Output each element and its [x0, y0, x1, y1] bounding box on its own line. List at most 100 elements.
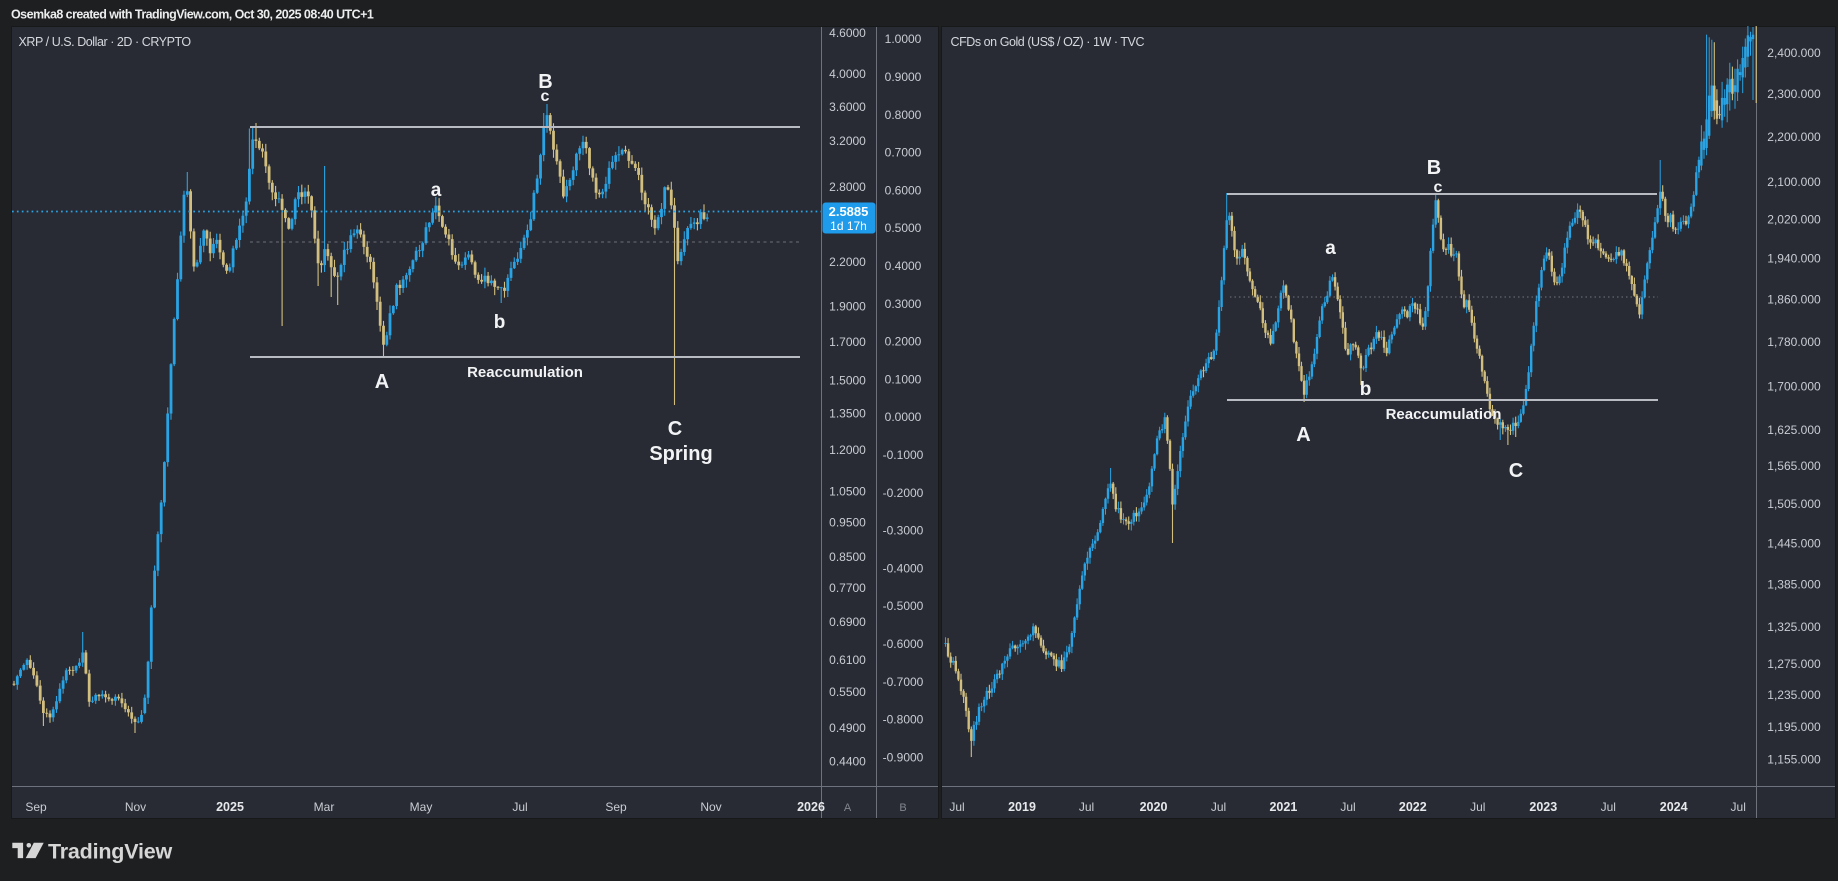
- svg-text:2024: 2024: [1660, 800, 1688, 814]
- svg-text:0.9000: 0.9000: [885, 70, 922, 84]
- svg-text:1,385.000: 1,385.000: [1767, 577, 1821, 591]
- svg-text:C: C: [668, 418, 682, 440]
- svg-text:1,505.000: 1,505.000: [1767, 497, 1821, 511]
- svg-text:A: A: [375, 371, 389, 393]
- svg-text:0.6000: 0.6000: [885, 183, 922, 197]
- svg-text:0.6100: 0.6100: [829, 653, 866, 667]
- svg-text:2025: 2025: [216, 800, 244, 814]
- svg-text:1,445.000: 1,445.000: [1767, 536, 1821, 550]
- svg-text:0.4000: 0.4000: [885, 259, 922, 273]
- svg-text:Jul: Jul: [1601, 800, 1616, 814]
- svg-text:Jul: Jul: [1340, 800, 1355, 814]
- svg-text:0.9500: 0.9500: [829, 516, 866, 530]
- svg-text:-0.2000: -0.2000: [883, 486, 924, 500]
- svg-text:0.4900: 0.4900: [829, 721, 866, 735]
- svg-text:2019: 2019: [1008, 800, 1036, 814]
- svg-text:1,565.000: 1,565.000: [1767, 459, 1821, 473]
- svg-text:0.0000: 0.0000: [885, 410, 922, 424]
- svg-text:2.5885: 2.5885: [829, 204, 869, 219]
- svg-text:1,625.000: 1,625.000: [1767, 423, 1821, 437]
- svg-text:3.6000: 3.6000: [829, 100, 866, 114]
- svg-text:Jul: Jul: [949, 800, 964, 814]
- svg-text:2.8000: 2.8000: [829, 180, 866, 194]
- svg-text:b: b: [494, 312, 506, 333]
- svg-text:B: B: [899, 802, 906, 814]
- svg-text:0.7000: 0.7000: [885, 146, 922, 160]
- svg-text:TradingView: TradingView: [48, 840, 173, 864]
- svg-text:4.0000: 4.0000: [829, 67, 866, 81]
- svg-text:1.0500: 1.0500: [829, 484, 866, 498]
- svg-text:0.5500: 0.5500: [829, 685, 866, 699]
- svg-text:Reaccumulation: Reaccumulation: [1386, 406, 1502, 423]
- svg-text:May: May: [410, 800, 433, 814]
- svg-text:2023: 2023: [1529, 800, 1557, 814]
- svg-text:1,700.000: 1,700.000: [1767, 379, 1821, 393]
- svg-text:0.3000: 0.3000: [885, 297, 922, 311]
- svg-text:Osemka8 created with TradingVi: Osemka8 created with TradingView.com, Oc…: [11, 8, 374, 22]
- svg-text:0.8000: 0.8000: [885, 108, 922, 122]
- svg-text:-0.1000: -0.1000: [883, 448, 924, 462]
- svg-text:2.2000: 2.2000: [829, 255, 866, 269]
- svg-text:a: a: [431, 180, 442, 201]
- svg-text:-0.7000: -0.7000: [883, 675, 924, 689]
- svg-text:Jul: Jul: [1470, 800, 1485, 814]
- svg-text:Spring: Spring: [649, 443, 712, 465]
- svg-text:Sep: Sep: [25, 800, 47, 814]
- svg-text:1,940.000: 1,940.000: [1767, 252, 1821, 266]
- svg-text:2,400.000: 2,400.000: [1767, 46, 1821, 60]
- svg-text:2,020.000: 2,020.000: [1767, 213, 1821, 227]
- svg-text:2,100.000: 2,100.000: [1767, 175, 1821, 189]
- svg-text:A: A: [844, 802, 852, 814]
- svg-text:1,325.000: 1,325.000: [1767, 620, 1821, 634]
- svg-text:1.7000: 1.7000: [829, 335, 866, 349]
- svg-text:3.2000: 3.2000: [829, 134, 866, 148]
- svg-text:Mar: Mar: [314, 800, 335, 814]
- svg-text:Nov: Nov: [125, 800, 146, 814]
- svg-text:0.8500: 0.8500: [829, 550, 866, 564]
- svg-text:Sep: Sep: [605, 800, 627, 814]
- svg-text:c: c: [541, 88, 550, 105]
- svg-text:CFDs on Gold (US$ / OZ) · 1W ·: CFDs on Gold (US$ / OZ) · 1W · TVC: [951, 35, 1145, 49]
- svg-text:2,200.000: 2,200.000: [1767, 130, 1821, 144]
- svg-text:0.2000: 0.2000: [885, 335, 922, 349]
- svg-text:-0.4000: -0.4000: [883, 561, 924, 575]
- svg-text:Reaccumulation: Reaccumulation: [467, 364, 583, 381]
- svg-text:-0.5000: -0.5000: [883, 599, 924, 613]
- svg-text:2,300.000: 2,300.000: [1767, 87, 1821, 101]
- svg-text:-0.9000: -0.9000: [883, 750, 924, 764]
- svg-text:A: A: [1296, 424, 1310, 446]
- svg-text:4.6000: 4.6000: [829, 26, 866, 40]
- svg-text:b: b: [1360, 379, 1372, 400]
- svg-text:0.6900: 0.6900: [829, 615, 866, 629]
- svg-text:C: C: [1509, 460, 1523, 482]
- svg-text:1,195.000: 1,195.000: [1767, 720, 1821, 734]
- svg-text:1.2000: 1.2000: [829, 443, 866, 457]
- svg-text:1d 17h: 1d 17h: [830, 219, 867, 233]
- svg-text:1.9000: 1.9000: [829, 300, 866, 314]
- svg-text:2021: 2021: [1269, 800, 1297, 814]
- svg-text:a: a: [1325, 238, 1336, 259]
- svg-text:Jul: Jul: [1079, 800, 1094, 814]
- svg-text:Nov: Nov: [700, 800, 721, 814]
- svg-text:-0.6000: -0.6000: [883, 637, 924, 651]
- svg-text:0.5000: 0.5000: [885, 221, 922, 235]
- svg-text:2026: 2026: [797, 800, 825, 814]
- svg-text:1,860.000: 1,860.000: [1767, 292, 1821, 306]
- svg-text:-0.3000: -0.3000: [883, 524, 924, 538]
- svg-text:XRP / U.S. Dollar · 2D · CRYPT: XRP / U.S. Dollar · 2D · CRYPTO: [19, 35, 192, 49]
- svg-text:1,780.000: 1,780.000: [1767, 335, 1821, 349]
- svg-text:c: c: [1434, 179, 1443, 196]
- svg-text:2020: 2020: [1140, 800, 1168, 814]
- svg-text:Jul: Jul: [1211, 800, 1226, 814]
- svg-text:B: B: [538, 71, 552, 93]
- svg-text:0.4400: 0.4400: [829, 755, 866, 769]
- svg-text:Jul: Jul: [1731, 800, 1746, 814]
- svg-text:B: B: [1427, 157, 1441, 179]
- svg-text:1,235.000: 1,235.000: [1767, 688, 1821, 702]
- svg-text:0.1000: 0.1000: [885, 372, 922, 386]
- svg-text:0.7700: 0.7700: [829, 581, 866, 595]
- svg-text:1,155.000: 1,155.000: [1767, 753, 1821, 767]
- svg-text:2022: 2022: [1399, 800, 1427, 814]
- svg-text:1.5000: 1.5000: [829, 374, 866, 388]
- svg-text:1.0000: 1.0000: [885, 32, 922, 46]
